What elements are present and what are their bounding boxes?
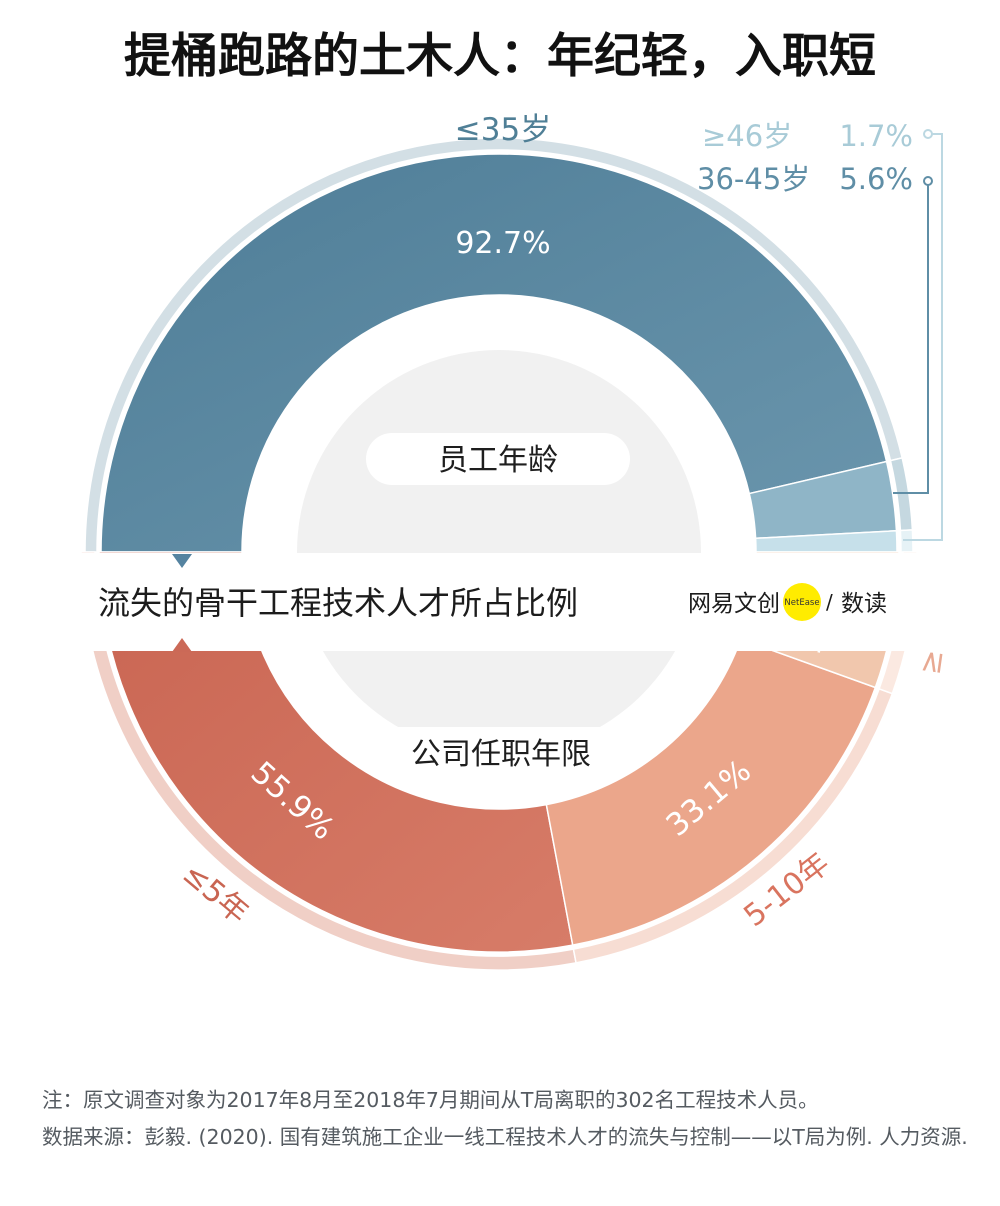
- age-category-label-35: ≤35岁: [455, 112, 551, 148]
- legend-36-45-value: 5.6%: [839, 162, 913, 196]
- leader-46-dot: [923, 129, 933, 139]
- age-slice-35: [100, 153, 888, 553]
- pointer-down: [172, 638, 192, 652]
- logo-yellow-dot: [783, 583, 821, 621]
- data-source: 数据来源：彭毅. (2020). 国有建筑施工企业一线工程技术人才的流失与控制—…: [42, 1125, 968, 1149]
- footnote: 注：原文调查对象为2017年8月至2018年7月期间从T局离职的302名工程技术…: [42, 1088, 819, 1112]
- logo-text: 网易文创: [688, 591, 780, 617]
- netease-logo: 网易文创 NetEase / 数读: [688, 583, 887, 621]
- chart-subtitle: 流失的骨干工程技术人才所占比例: [98, 584, 578, 622]
- age-donut: 92.7% ≤35岁: [84, 112, 914, 553]
- legend-46-label: ≥46岁: [702, 119, 792, 153]
- leader-36-45-dot: [923, 176, 933, 186]
- age-legend: ≥46岁 1.7% 36-45岁 5.6%: [697, 119, 943, 541]
- legend-36-45-label: 36-45岁: [697, 162, 810, 196]
- separator-band: [0, 553, 1000, 651]
- leader-46-line: [903, 133, 943, 541]
- chart-title: 提桶跑路的土木人：年纪轻，入职短: [124, 29, 876, 84]
- logo-slash: /: [826, 590, 833, 614]
- tenure-center-label: 公司任职年限: [411, 737, 591, 772]
- logo-badge: NetEase: [784, 598, 819, 608]
- center-disc: [297, 350, 701, 754]
- logo-suffix: 数读: [841, 591, 887, 617]
- leader-36-45-line: [893, 185, 929, 494]
- tenure-slice-5: [98, 551, 574, 953]
- age-center-label: 员工年龄: [438, 443, 558, 478]
- legend-46-value: 1.7%: [839, 119, 913, 153]
- tenure-center-pill: [370, 727, 632, 779]
- pointer-up: [172, 554, 192, 568]
- age-value-label-35: 92.7%: [455, 226, 550, 261]
- age-center-pill: [366, 433, 630, 485]
